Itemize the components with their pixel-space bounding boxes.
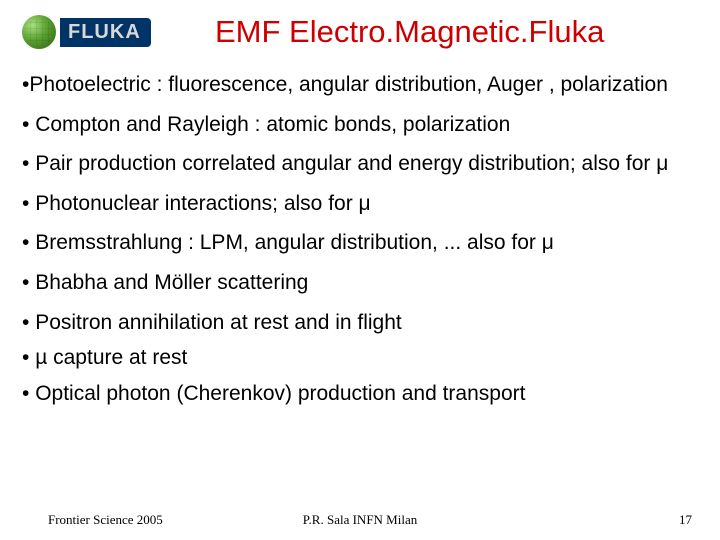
bullet-text: Optical photon (Cherenkov) production an… [35,382,525,405]
bullet-text: Photoelectric : fluorescence, angular di… [29,73,668,96]
bullet-item: • Optical photon (Cherenkov) production … [22,381,698,407]
bullet-text: Photonuclear interactions; also for μ [35,192,370,215]
bullet-text: µ capture at rest [35,346,187,369]
bullet-text: Pair production correlated angular and e… [35,152,668,175]
fluka-logo: FLUKA [22,12,172,52]
bullet-list: •Photoelectric : fluorescence, angular d… [22,72,698,416]
bullet-item: • Bremsstrahlung : LPM, angular distribu… [22,230,698,256]
logo-text: FLUKA [60,18,151,47]
bullet-item: • Photonuclear interactions; also for μ [22,191,698,217]
bullet-text: Bhabha and Möller scattering [35,271,308,294]
bullet-item: • Pair production correlated angular and… [22,151,698,177]
slide-title: EMF Electro.Magnetic.Fluka [215,14,604,50]
bullet-text: Compton and Rayleigh : atomic bonds, pol… [35,113,510,136]
logo-globe-icon [22,15,56,49]
footer-mid: P.R. Sala INFN Milan [303,512,417,528]
bullet-item: • Positron annihilation at rest and in f… [22,310,698,336]
bullet-item: •Photoelectric : fluorescence, angular d… [22,72,698,98]
footer-page: 17 [679,512,692,528]
bullet-text: Bremsstrahlung : LPM, angular distributi… [35,231,554,254]
bullet-item: • Bhabha and Möller scattering [22,270,698,296]
bullet-item: • Compton and Rayleigh : atomic bonds, p… [22,112,698,138]
footer-left: Frontier Science 2005 [48,512,163,528]
bullet-item: • µ capture at rest [22,345,698,371]
bullet-text: Positron annihilation at rest and in fli… [35,311,402,334]
